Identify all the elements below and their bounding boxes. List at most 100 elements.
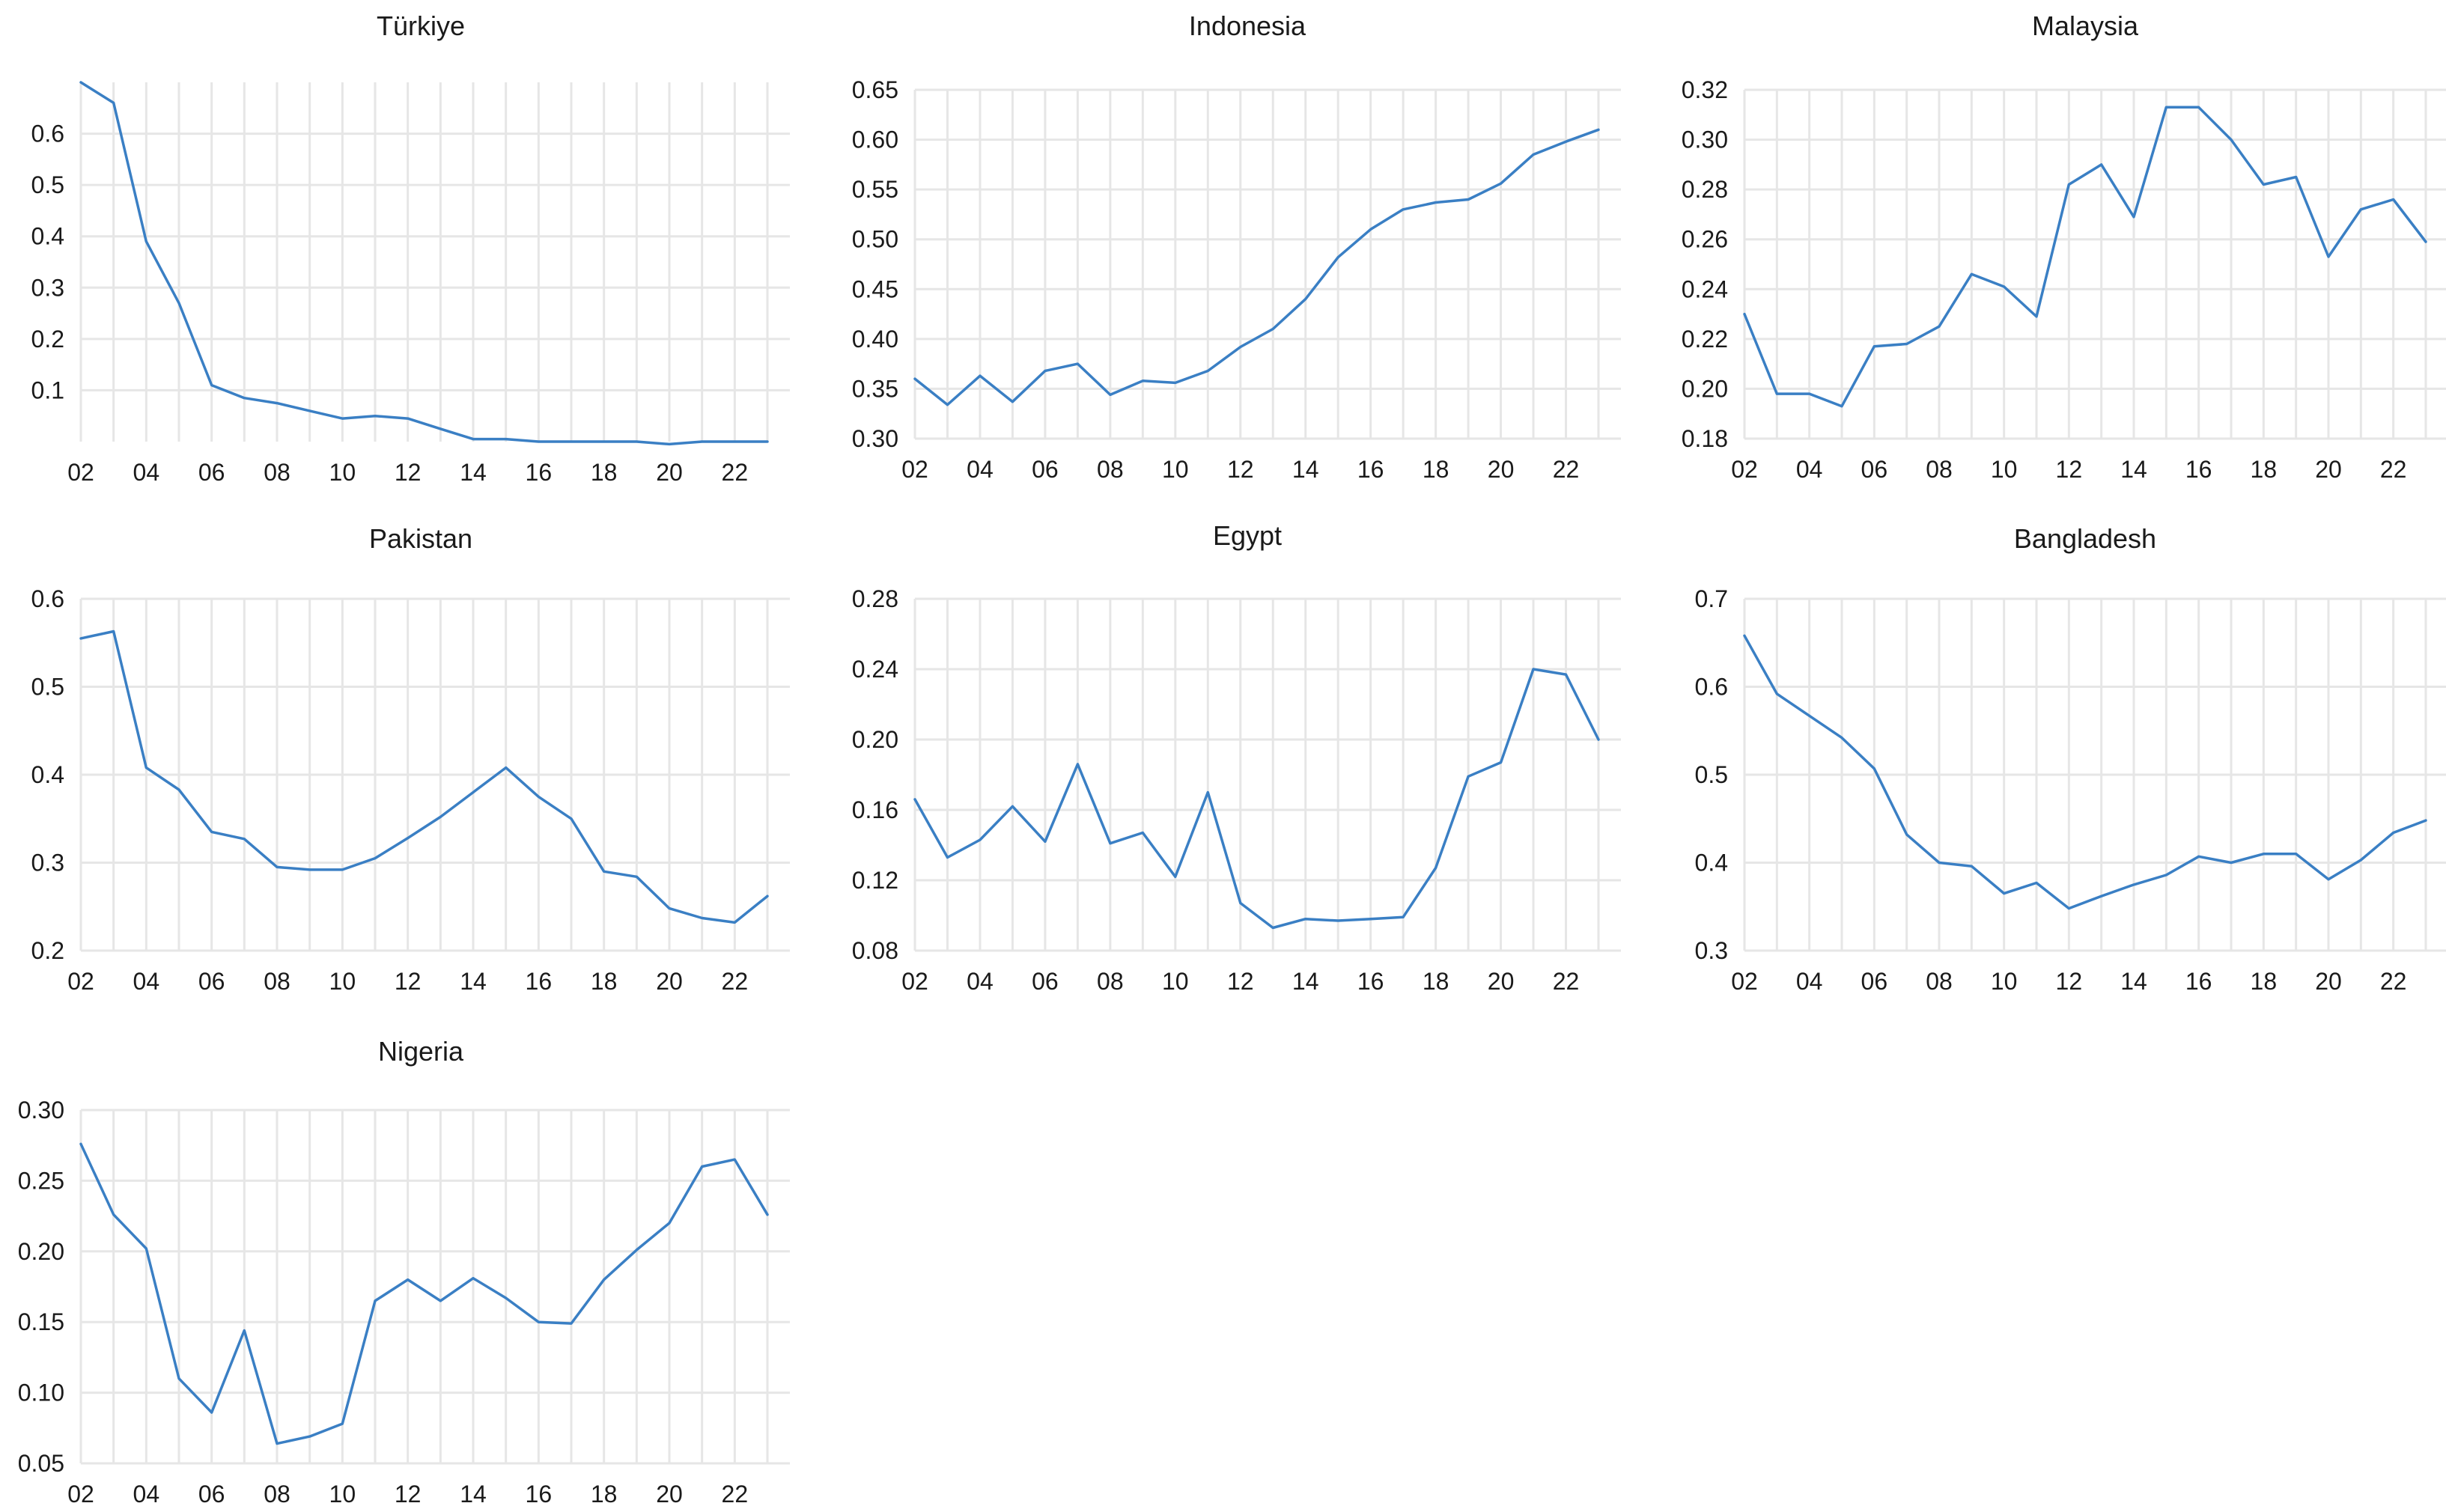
x-tick-label: 16	[1357, 456, 1384, 483]
x-tick-label: 06	[1032, 456, 1059, 483]
x-tick-label: 06	[1861, 968, 1888, 995]
x-tick-label: 18	[1423, 456, 1449, 483]
panel-title-bangladesh: Bangladesh	[2014, 523, 2156, 554]
panel-turkiye: Türkiye 0.1 0.2 0.3 0.4 0.5 0.6 02 04 06 08 10 12 14 1…	[31, 10, 790, 486]
y-tick-label: 0.20	[18, 1238, 64, 1265]
y-tick-label: 0.30	[18, 1097, 64, 1124]
y-tick-label: 0.5	[31, 674, 64, 701]
y-tick-label: 0.2	[31, 326, 64, 353]
y-tick-label: 0.6	[31, 121, 64, 147]
x-tick-label: 20	[2315, 456, 2342, 483]
x-tick-label: 08	[1097, 456, 1124, 483]
series-line-egypt	[913, 668, 1600, 930]
y-tick-label: 0.24	[852, 656, 898, 683]
x-tick-label: 08	[1097, 968, 1124, 995]
panel-title-egypt: Egypt	[1213, 520, 1282, 551]
x-tick-label: 04	[133, 968, 160, 995]
x-tick-label: 02	[901, 456, 928, 483]
x-tick-label: 10	[329, 968, 356, 995]
x-tick-label: 16	[2185, 456, 2212, 483]
x-tick-label: 02	[67, 459, 94, 486]
x-tick-label: 18	[591, 968, 618, 995]
x-tick-label: 12	[395, 1481, 422, 1508]
y-tick-label: 0.28	[1682, 176, 1728, 203]
y-tick-label: 0.40	[852, 326, 898, 353]
y-tick-label: 0.3	[31, 274, 64, 301]
x-tick-label: 12	[2056, 456, 2083, 483]
x-tick-label: 12	[395, 968, 422, 995]
y-tick-label: 0.24	[1682, 275, 1728, 302]
x-tick-label: 18	[2251, 968, 2278, 995]
y-tick-label: 0.7	[1695, 585, 1728, 612]
x-tick-label: 14	[460, 968, 487, 995]
series-line-malaysia	[1743, 106, 2427, 408]
x-tick-label: 12	[1227, 968, 1254, 995]
y-tick-label: 0.6	[1695, 674, 1728, 701]
x-tick-label: 16	[526, 968, 553, 995]
x-tick-label: 14	[1292, 968, 1319, 995]
y-tick-label: 0.26	[1682, 226, 1728, 253]
series-line-bangladesh	[1743, 634, 2427, 910]
y-tick-label: 0.05	[18, 1450, 64, 1477]
x-tick-label: 10	[329, 459, 356, 486]
y-tick-label: 0.35	[852, 375, 898, 402]
y-tick-label: 0.50	[852, 226, 898, 253]
panel-egypt: Egypt 0.08 0.12 0.16 0.20 0.24 0.28 02 04 06 08 10 1…	[852, 520, 1621, 995]
panel-title-malaysia: Malaysia	[2032, 10, 2139, 41]
x-tick-label: 04	[1796, 456, 1823, 483]
series-line-indonesia	[913, 128, 1600, 406]
x-tick-label: 12	[395, 459, 422, 486]
x-tick-label: 12	[1227, 456, 1254, 483]
panel-pakistan: Pakistan 0.2 0.3 0.4 0.5 0.6 02 04 06 08 10 12 14 16 1…	[31, 523, 790, 995]
x-tick-label: 16	[526, 459, 553, 486]
x-tick-label: 10	[329, 1481, 356, 1508]
y-tick-label: 0.65	[852, 76, 898, 103]
x-tick-label: 20	[656, 1481, 683, 1508]
x-tick-label: 02	[67, 968, 94, 995]
x-tick-label: 06	[198, 459, 225, 486]
y-tick-label: 0.55	[852, 176, 898, 203]
panel-malaysia: Malaysia 0.18 0.20 0.22 0.24 0.26 0.28 0.30 0.32…	[1682, 10, 2446, 483]
x-tick-label: 14	[2120, 968, 2147, 995]
y-tick-label: 0.16	[852, 796, 898, 823]
x-tick-label: 20	[1488, 968, 1515, 995]
x-tick-label: 20	[2315, 968, 2342, 995]
y-tick-label: 0.12	[852, 867, 898, 894]
panel-title-pakistan: Pakistan	[369, 523, 472, 554]
y-tick-label: 0.4	[31, 761, 64, 788]
x-tick-label: 04	[967, 456, 994, 483]
y-tick-label: 0.2	[31, 937, 64, 964]
x-tick-label: 02	[901, 968, 928, 995]
x-tick-label: 16	[1357, 968, 1384, 995]
x-tick-label: 04	[133, 459, 160, 486]
x-tick-label: 14	[460, 1481, 487, 1508]
x-tick-label: 10	[1991, 456, 2018, 483]
x-tick-label: 18	[591, 1481, 618, 1508]
panel-title-nigeria: Nigeria	[378, 1036, 464, 1067]
x-tick-label: 16	[2185, 968, 2212, 995]
x-tick-label: 20	[1488, 456, 1515, 483]
y-tick-label: 0.1	[31, 377, 64, 403]
x-tick-label: 08	[264, 968, 290, 995]
x-tick-label: 02	[1731, 456, 1758, 483]
x-tick-label: 06	[198, 968, 225, 995]
y-tick-label: 0.10	[18, 1380, 64, 1406]
x-tick-label: 22	[722, 459, 749, 486]
x-tick-label: 22	[2380, 456, 2407, 483]
y-tick-label: 0.5	[1695, 761, 1728, 788]
y-tick-label: 0.30	[1682, 126, 1728, 153]
x-tick-label: 08	[264, 459, 290, 486]
x-tick-label: 22	[2380, 968, 2407, 995]
y-tick-label: 0.4	[1695, 850, 1728, 877]
x-tick-label: 18	[1423, 968, 1449, 995]
y-tick-label: 0.6	[31, 585, 64, 612]
y-tick-label: 0.28	[852, 585, 898, 612]
x-tick-label: 10	[1991, 968, 2018, 995]
y-tick-label: 0.4	[31, 223, 64, 250]
x-tick-label: 06	[1032, 968, 1059, 995]
x-tick-label: 04	[133, 1481, 160, 1508]
y-tick-label: 0.3	[1695, 937, 1728, 964]
y-tick-label: 0.3	[31, 850, 64, 877]
